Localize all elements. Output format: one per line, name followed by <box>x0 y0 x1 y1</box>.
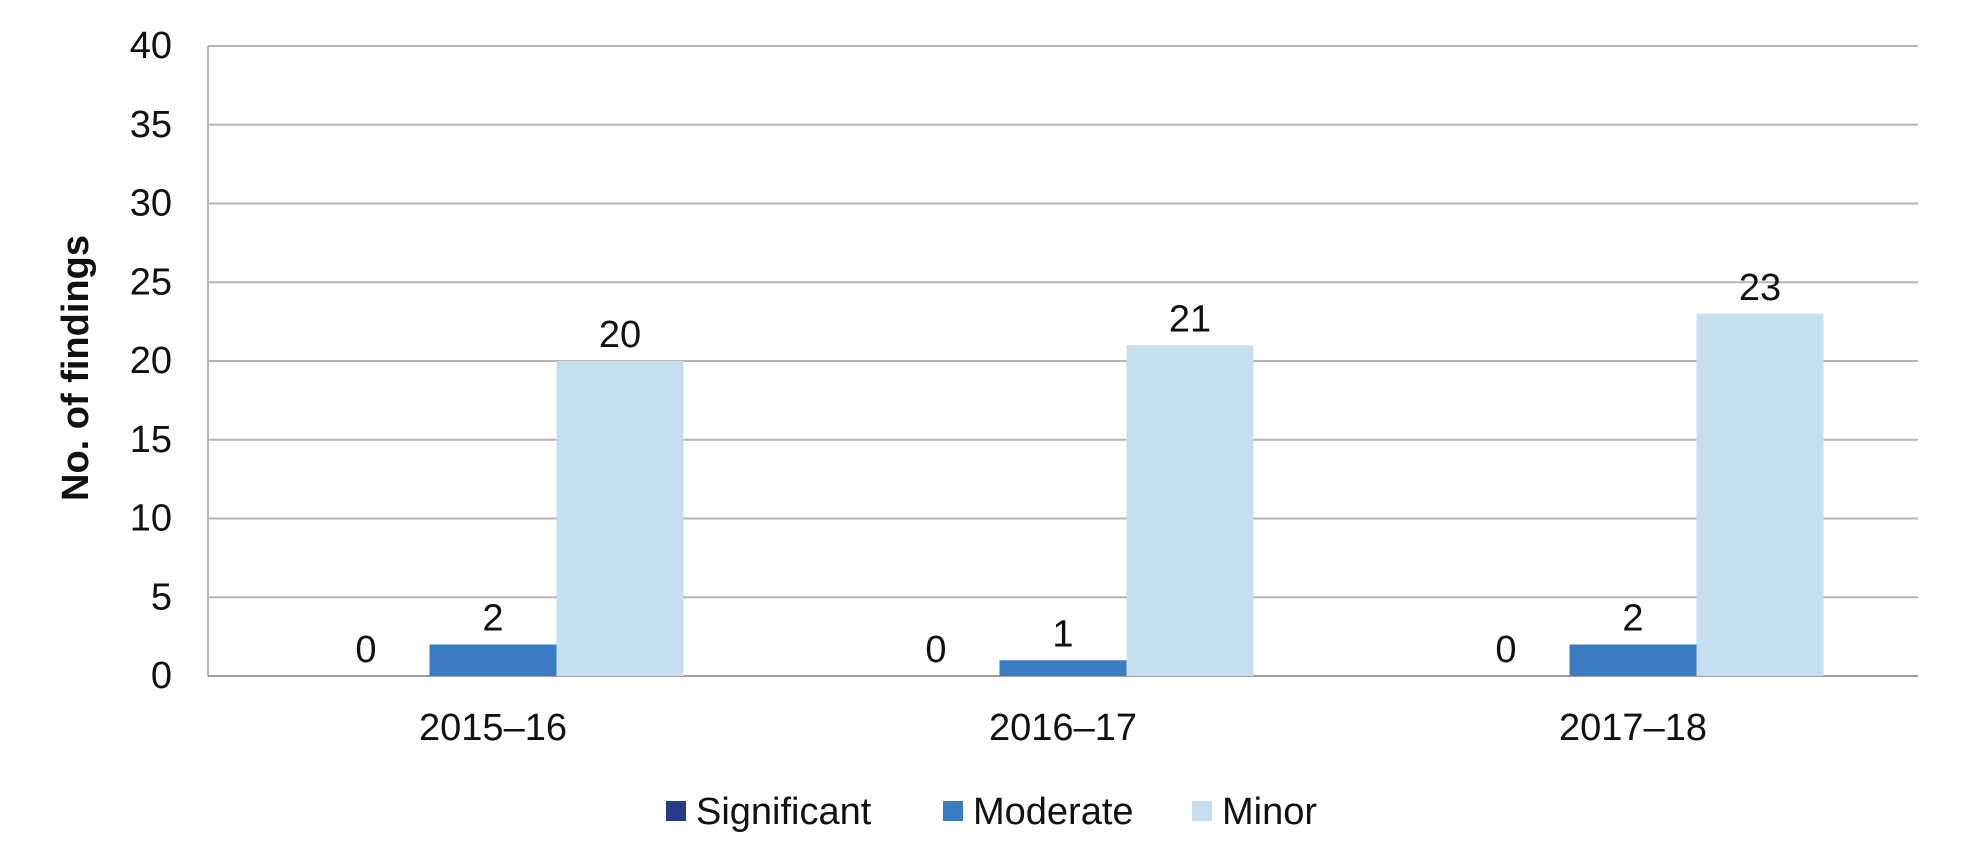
y-tick-label: 20 <box>130 340 172 382</box>
data-label-moderate-0: 2 <box>482 598 503 640</box>
bar-moderate-0 <box>429 644 557 676</box>
legend-swatch <box>943 801 963 821</box>
y-axis-title: No. of findings <box>55 235 97 501</box>
bar-minor-0 <box>556 361 684 676</box>
legend-label: Minor <box>1222 791 1317 833</box>
bar-minor-1 <box>1126 345 1254 676</box>
x-category-label: 2016–17 <box>989 707 1137 749</box>
data-label-minor-2: 23 <box>1739 267 1781 309</box>
data-label-minor-1: 21 <box>1169 298 1211 340</box>
y-tick-label: 5 <box>151 576 172 618</box>
bar-moderate-2 <box>1569 644 1697 676</box>
x-category-label: 2017–18 <box>1559 707 1707 749</box>
y-tick-label: 25 <box>130 261 172 303</box>
legend-label: Moderate <box>973 791 1134 833</box>
y-tick-label: 35 <box>130 104 172 146</box>
data-labels: 0 2 20 0 1 21 0 2 23 <box>355 267 1781 671</box>
legend-swatch <box>1192 801 1212 821</box>
bars <box>429 313 1824 676</box>
x-category-label: 2015–16 <box>419 707 567 749</box>
y-tick-label: 40 <box>130 25 172 67</box>
y-tick-label: 0 <box>151 655 172 697</box>
legend-item-significant: Significant <box>666 791 872 833</box>
data-label-minor-0: 20 <box>599 314 641 356</box>
x-axis-categories: 2015–16 2016–17 2017–18 <box>419 707 1707 749</box>
legend: Significant Moderate Minor <box>666 791 1317 833</box>
gridlines <box>207 45 1918 677</box>
data-label-significant-2: 0 <box>1495 629 1516 671</box>
y-axis-ticks: 0 5 10 15 20 25 30 35 40 <box>130 25 172 697</box>
bar-minor-2 <box>1696 313 1824 676</box>
y-tick-label: 30 <box>130 183 172 225</box>
data-label-moderate-2: 2 <box>1622 598 1643 640</box>
data-label-significant-0: 0 <box>355 629 376 671</box>
data-label-moderate-1: 1 <box>1052 613 1073 655</box>
legend-swatch <box>666 801 686 821</box>
bar-moderate-1 <box>999 660 1127 676</box>
y-tick-label: 15 <box>130 419 172 461</box>
legend-item-moderate: Moderate <box>943 791 1134 833</box>
y-tick-label: 10 <box>130 498 172 540</box>
legend-label: Significant <box>696 791 872 833</box>
legend-item-minor: Minor <box>1192 791 1317 833</box>
data-label-significant-1: 0 <box>925 629 946 671</box>
